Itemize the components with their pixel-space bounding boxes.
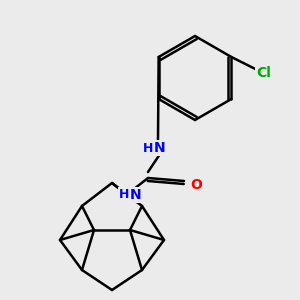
Text: Cl: Cl xyxy=(256,66,271,80)
Text: H: H xyxy=(119,188,129,202)
Text: H: H xyxy=(143,142,153,154)
Text: N: N xyxy=(130,188,142,202)
Text: O: O xyxy=(190,178,202,192)
Text: N: N xyxy=(154,141,166,155)
